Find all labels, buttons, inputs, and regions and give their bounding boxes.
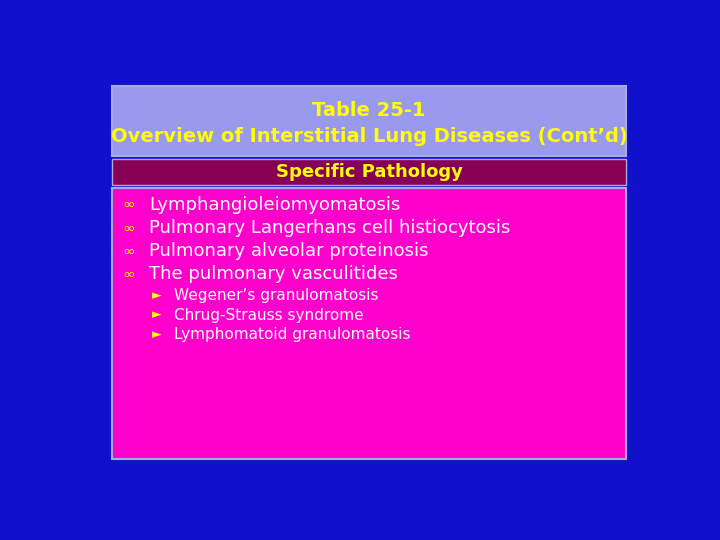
Text: Lymphangioleiomyomatosis: Lymphangioleiomyomatosis [149,196,400,214]
Text: Specific Pathology: Specific Pathology [276,163,462,181]
Text: Table 25-1: Table 25-1 [312,101,426,120]
Text: ∞: ∞ [122,220,135,235]
Text: The pulmonary vasculitides: The pulmonary vasculitides [149,265,397,284]
Text: ►: ► [152,308,161,321]
FancyBboxPatch shape [112,86,626,156]
Text: ∞: ∞ [122,198,135,212]
Text: Pulmonary alveolar proteinosis: Pulmonary alveolar proteinosis [149,242,428,260]
Text: Pulmonary Langerhans cell histiocytosis: Pulmonary Langerhans cell histiocytosis [149,219,510,237]
Text: Lymphomatoid granulomatosis: Lymphomatoid granulomatosis [174,327,410,342]
Text: ►: ► [152,328,161,341]
Text: ►: ► [152,289,161,302]
FancyBboxPatch shape [112,159,626,185]
Text: Chrug-Strauss syndrome: Chrug-Strauss syndrome [174,308,364,322]
FancyBboxPatch shape [112,188,626,459]
Text: Overview of Interstitial Lung Diseases (Cont’d): Overview of Interstitial Lung Diseases (… [111,127,627,146]
Text: Wegener’s granulomatosis: Wegener’s granulomatosis [174,288,378,303]
Text: ∞: ∞ [122,244,135,259]
Text: ∞: ∞ [122,267,135,282]
